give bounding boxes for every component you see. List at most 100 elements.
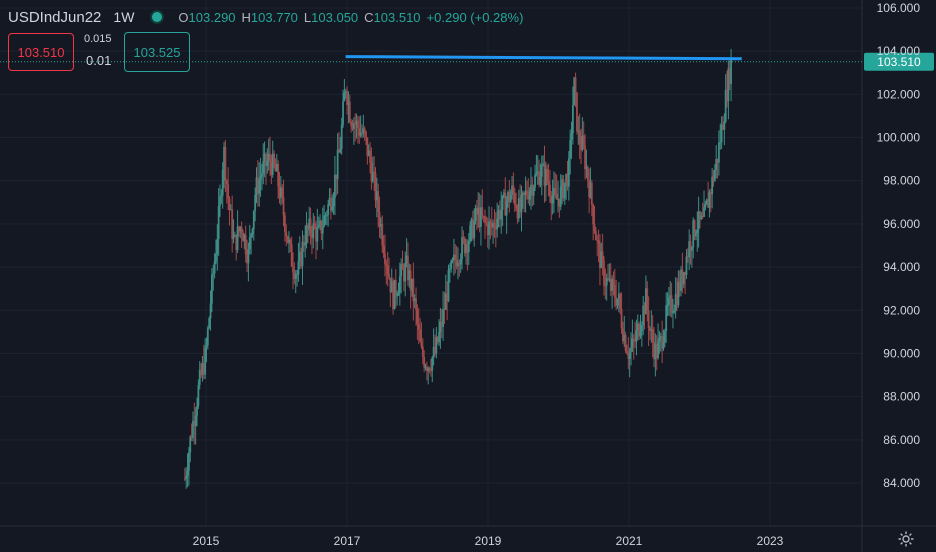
candle-body — [288, 239, 290, 243]
candle-body — [646, 288, 649, 311]
candle-body — [393, 280, 396, 310]
candle-body — [713, 169, 716, 181]
candle-body — [450, 260, 453, 269]
candle-body — [543, 163, 546, 186]
candle-body — [297, 261, 300, 275]
candle-body — [519, 198, 522, 213]
candle-body — [390, 281, 393, 293]
candle-body — [554, 187, 557, 194]
candle-body — [381, 224, 384, 246]
candle-body — [463, 238, 466, 254]
candle-body — [570, 133, 573, 140]
candle-body — [344, 91, 347, 93]
candle-body — [535, 173, 538, 175]
candle-body — [347, 101, 350, 105]
candle-body — [462, 237, 465, 239]
candle-body — [549, 184, 551, 197]
candle-body — [615, 297, 618, 306]
candle-body — [504, 192, 507, 216]
candle-body — [620, 308, 623, 329]
candle-body — [210, 274, 213, 304]
candle-body — [282, 197, 285, 216]
timeframe-label[interactable]: 1W — [113, 9, 135, 25]
candle-body — [409, 270, 412, 291]
candle-body — [382, 245, 385, 254]
candle-body — [244, 234, 247, 255]
candle-body — [185, 475, 188, 479]
price-axis[interactable]: 84.000 86.000 88.000 90.000 92.000 94.000 96.0… — [877, 1, 921, 490]
candle-body — [474, 207, 477, 221]
buy-button[interactable]: 103.525 — [124, 32, 190, 72]
candle-body — [350, 121, 353, 127]
candle-body — [407, 255, 409, 281]
candle-body — [186, 470, 189, 476]
candle-body — [484, 216, 486, 223]
candle-body — [655, 344, 658, 358]
candle-body — [607, 278, 609, 280]
settings-gear-icon[interactable] — [897, 530, 915, 548]
candle-body — [263, 153, 266, 162]
candle-body — [294, 274, 297, 279]
candle-body — [558, 198, 561, 207]
candle-body — [329, 197, 332, 211]
candle-body — [312, 223, 315, 239]
sell-button[interactable]: 103.510 — [8, 33, 74, 71]
candle-body — [392, 281, 394, 310]
candle-body — [503, 192, 505, 196]
candle-body — [480, 207, 482, 227]
symbol-name[interactable]: USDIndJun22 — [8, 8, 102, 26]
candle-body — [720, 124, 723, 143]
candle-body — [354, 123, 357, 125]
candle-body — [451, 259, 454, 261]
candle-body — [580, 144, 582, 150]
candles — [183, 48, 732, 489]
candle-body — [375, 191, 378, 201]
candle-body — [726, 89, 728, 102]
candle-body — [334, 174, 336, 199]
candle-body — [420, 341, 423, 347]
candle-body — [515, 204, 518, 209]
candle-body — [678, 281, 681, 291]
candle-body — [616, 298, 619, 306]
candle-body — [665, 305, 668, 332]
candle-body — [635, 330, 638, 342]
high-label: H — [241, 9, 251, 25]
candle-body — [281, 187, 284, 198]
candle-body — [481, 207, 484, 216]
candle-body — [546, 169, 549, 181]
candle-body — [692, 220, 695, 248]
candle-body — [440, 321, 443, 327]
candle-body — [532, 187, 535, 196]
candle-body — [443, 308, 446, 310]
high-value: 103.770 — [250, 9, 298, 25]
candle-body — [603, 260, 605, 286]
candle-body — [578, 130, 581, 145]
candle-body — [496, 218, 499, 230]
time-axis[interactable]: 2015 2017 2019 2021 2023 — [193, 534, 784, 548]
y-tick-label: 84.000 — [883, 476, 920, 490]
candle-body — [311, 233, 313, 239]
candle-body — [355, 120, 358, 125]
candle-body — [416, 310, 419, 325]
candle-body — [240, 227, 243, 233]
candle-body — [612, 279, 615, 286]
candle-body — [301, 241, 304, 267]
candle-body — [553, 187, 555, 196]
spread-value: 0.015 — [84, 33, 112, 45]
last-price-badge — [864, 52, 934, 71]
candle-body — [352, 123, 355, 130]
candle-body — [639, 331, 642, 337]
lot-size-input[interactable]: 0.01 — [86, 53, 112, 68]
candle-body — [413, 298, 416, 302]
candle-body — [593, 224, 596, 232]
candle-body — [478, 207, 481, 227]
candle-body — [339, 148, 342, 153]
x-tick-label: 2015 — [193, 534, 220, 548]
candle-body — [524, 190, 527, 195]
candle-body — [277, 163, 280, 187]
candle-body — [221, 169, 224, 196]
candle-body — [346, 91, 348, 105]
open-label: O — [178, 9, 189, 25]
candle-body — [189, 436, 192, 453]
